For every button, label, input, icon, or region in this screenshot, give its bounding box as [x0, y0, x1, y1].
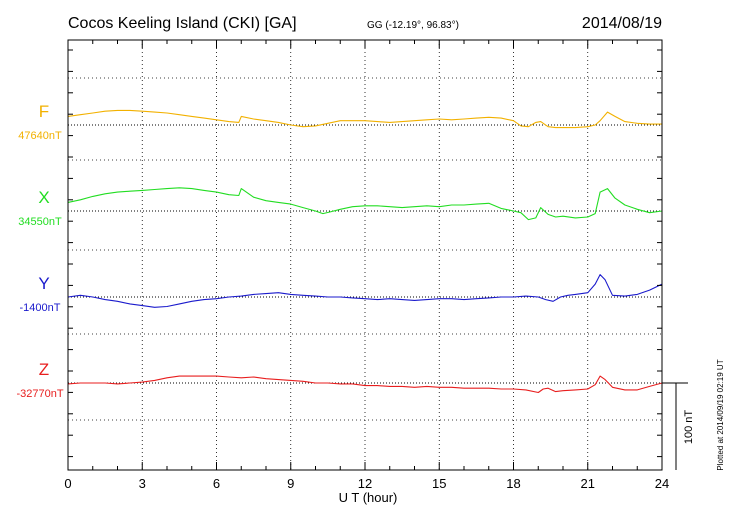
x-tick-label: 21	[581, 476, 595, 491]
series-baseline-x: 34550nT	[18, 216, 62, 228]
x-tick-label: 0	[64, 476, 71, 491]
plotted-note: Plotted at 2014/09/19 02:19 UT	[716, 359, 725, 470]
x-tick-label: 9	[287, 476, 294, 491]
series-group	[67, 109, 663, 394]
x-tick-label: 3	[139, 476, 146, 491]
baselines	[68, 124, 662, 384]
scale-bar-label: 100 nT	[683, 410, 695, 445]
series-baseline-y: -1400nT	[20, 302, 61, 314]
series-baseline-z: -32770nT	[16, 388, 63, 400]
x-tick-label: 6	[213, 476, 220, 491]
date-label: 2014/08/19	[582, 15, 662, 32]
coordinates-label: GG (-12.19°, 96.83°)	[367, 20, 459, 31]
series-line-x	[67, 187, 663, 221]
series-baseline-f: 47640nT	[18, 130, 62, 142]
series-name-z: Z	[39, 360, 49, 379]
x-tick-label: 18	[506, 476, 520, 491]
series-line-z	[67, 375, 663, 394]
x-tick-label: 15	[432, 476, 446, 491]
series-line-y	[67, 274, 663, 308]
series-name-y: Y	[38, 274, 49, 293]
x-tick-label: 12	[358, 476, 372, 491]
x-axis-label: U T (hour)	[339, 490, 398, 505]
scale-bar: 100 nT	[662, 382, 695, 470]
series-name-x: X	[38, 188, 49, 207]
x-axis-ticks: 0 3 6 9 12 15 18 21 24	[64, 40, 669, 491]
grid-lines	[68, 40, 662, 470]
series-line-f	[67, 109, 662, 129]
series-name-f: F	[39, 102, 49, 121]
series-labels: F 47640nT X 34550nT Y -1400nT Z -32770nT	[16, 102, 63, 400]
chart-title: Cocos Keeling Island (CKI) [GA]	[68, 15, 297, 32]
x-tick-label: 24	[655, 476, 669, 491]
